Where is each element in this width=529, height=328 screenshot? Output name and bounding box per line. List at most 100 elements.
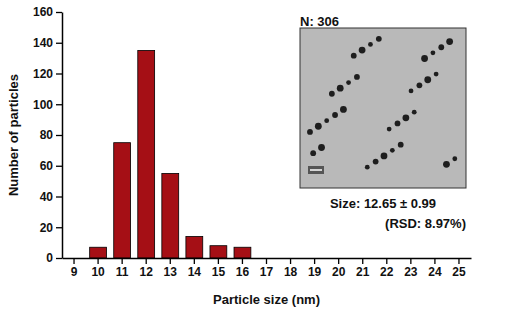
y-tick-mark <box>56 258 62 259</box>
x-tick-label: 18 <box>284 265 298 279</box>
annotation: Size: 12.65 ± 0.99 <box>330 196 436 211</box>
inset-particle <box>438 44 444 50</box>
inset-scale-bar <box>310 169 322 171</box>
x-tick-label: 23 <box>404 265 418 279</box>
x-tick-mark <box>194 258 195 264</box>
x-tick-mark <box>121 258 122 264</box>
y-tick-mark <box>56 104 62 105</box>
bar <box>186 236 203 258</box>
x-tick: 18 <box>284 258 298 279</box>
x-tick: 10 <box>91 258 105 279</box>
x-tick-label: 16 <box>236 265 250 279</box>
y-axis-title: Number of particles <box>6 74 21 196</box>
x-tick-mark <box>242 258 243 264</box>
plot: 9 10 11 12 13 14 15 16 17 18 19 20 21 22 23 24 25 0 20 40 60… <box>33 5 472 278</box>
y-tick-label: 0 <box>46 251 53 265</box>
x-tick-mark <box>410 258 411 264</box>
chart: 9 10 11 12 13 14 15 16 17 18 19 20 21 22 23 24 25 0 20 40 60… <box>0 0 529 328</box>
inset-particle <box>307 129 313 135</box>
x-tick: 14 <box>188 258 202 279</box>
x-axis: 9 10 11 12 13 14 15 16 17 18 19 20 21 22 23 24 25 <box>63 258 472 279</box>
x-tick: 13 <box>164 258 178 279</box>
bar <box>90 247 107 258</box>
x-tick-mark <box>218 258 219 264</box>
x-tick: 12 <box>140 258 154 279</box>
inset-particle <box>446 38 453 45</box>
x-tick-label: 22 <box>380 265 394 279</box>
y-tick-mark <box>56 227 62 228</box>
bar <box>162 173 179 258</box>
inset-particle <box>376 36 382 42</box>
x-tick: 19 <box>308 258 322 279</box>
y-tick-label: 60 <box>40 159 54 173</box>
x-tick-mark <box>458 258 459 264</box>
y-tick-mark <box>56 12 62 13</box>
inset-particle <box>332 112 338 118</box>
inset-particle <box>368 42 373 47</box>
bars <box>90 50 251 258</box>
inset-particle <box>443 161 450 168</box>
y-tick-mark <box>56 43 62 44</box>
bar <box>138 50 155 258</box>
x-tick-mark <box>314 258 315 264</box>
bar <box>210 246 227 258</box>
x-tick-label: 20 <box>332 265 346 279</box>
inset-particle <box>402 114 409 121</box>
x-tick: 24 <box>428 258 442 279</box>
x-tick: 16 <box>236 258 250 279</box>
y-tick-label: 160 <box>33 5 53 19</box>
y-tick-mark <box>56 73 62 74</box>
x-tick-mark <box>386 258 387 264</box>
y-axis: 020406080100120140160 <box>33 5 63 265</box>
y-tick-label: 20 <box>40 221 54 235</box>
y-tick-label: 100 <box>33 98 53 112</box>
y-tick-mark <box>56 166 62 167</box>
x-tick-mark <box>338 258 339 264</box>
y-tick-mark <box>56 196 62 197</box>
y-tick-label: 80 <box>40 128 54 142</box>
x-tick-mark <box>170 258 171 264</box>
inset-particle <box>340 106 347 113</box>
x-tick: 20 <box>332 258 346 279</box>
inset-particle <box>409 89 414 94</box>
x-tick-mark <box>146 258 147 264</box>
x-tick: 9 <box>71 258 78 279</box>
x-tick-label: 25 <box>452 265 466 279</box>
y-tick-label: 120 <box>33 67 53 81</box>
x-tick: 15 <box>212 258 226 279</box>
inset-particle <box>381 153 388 160</box>
inset-particle <box>424 76 431 83</box>
x-tick-mark <box>290 258 291 264</box>
y-tick: 40 <box>40 190 62 204</box>
inset-particle <box>387 127 392 132</box>
y-tick-label: 40 <box>40 190 54 204</box>
inset-particle <box>365 165 370 170</box>
x-tick: 23 <box>404 258 418 279</box>
x-tick: 22 <box>380 258 394 279</box>
x-tick: 21 <box>356 258 370 279</box>
x-tick-label: 19 <box>308 265 322 279</box>
inset-particle <box>390 148 395 153</box>
inset-frame <box>300 28 466 188</box>
inset-particle <box>354 74 360 80</box>
inset-particle <box>315 123 322 130</box>
inset-image <box>300 28 466 188</box>
x-tick-mark <box>97 258 98 264</box>
x-tick-label: 24 <box>428 265 442 279</box>
inset-particle <box>452 156 457 161</box>
x-tick: 11 <box>116 258 129 279</box>
inset-particle <box>329 91 335 97</box>
inset-particle <box>351 53 357 59</box>
inset-particle <box>337 85 344 92</box>
x-tick-label: 12 <box>140 265 154 279</box>
bar <box>114 143 131 258</box>
inset-particle <box>373 159 379 165</box>
x-tick-label: 15 <box>212 265 226 279</box>
y-tick: 60 <box>40 159 62 173</box>
inset-particle <box>324 118 329 123</box>
y-tick-mark <box>56 135 62 136</box>
x-tick-label: 17 <box>260 265 274 279</box>
inset-particle <box>318 144 325 151</box>
inset-particle <box>346 80 351 85</box>
x-tick-mark <box>434 258 435 264</box>
